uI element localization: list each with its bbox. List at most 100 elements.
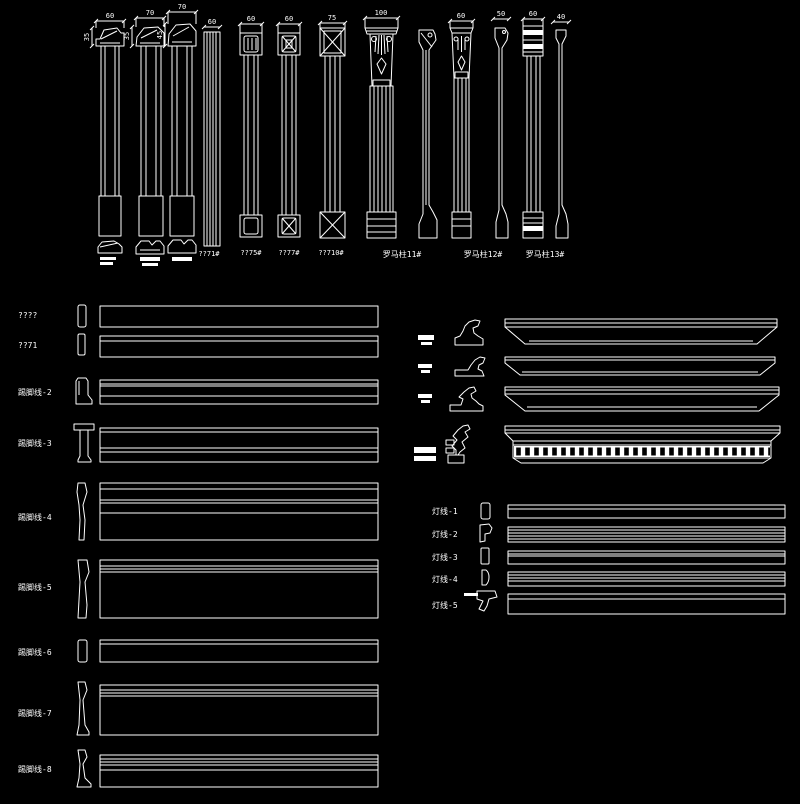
roman-column-11-label: 罗马柱11# <box>383 249 422 259</box>
pilaster-3-drawing: 70 45 <box>156 3 199 261</box>
skirting-row-2-strip <box>99 335 379 358</box>
roman-column-13-front-drawing: 60 罗马柱13# <box>520 10 565 259</box>
column-5-width-dim: 60 <box>247 15 255 23</box>
lamp-row-5: 灯线-5 <box>432 590 786 615</box>
lamp-row-2-profile <box>479 523 493 543</box>
skirting-row-8: 踢脚线-7 <box>18 681 379 736</box>
pilaster-2-width-dim: 70 <box>146 9 154 17</box>
skirting-row-8-profile <box>76 681 90 736</box>
skirting-row-3-strip <box>99 379 379 405</box>
crown-row-4 <box>414 424 781 464</box>
skirting-row-3: 踢脚线-2 <box>18 377 379 405</box>
roman-column-12-side-dim: 50 <box>497 10 505 18</box>
skirting-row-5: 踢脚线-4 <box>18 482 379 541</box>
lamp-row-4: 灯线-4 <box>432 569 786 587</box>
skirting-row-4-strip <box>99 427 379 463</box>
lamp-row-3: 灯线-3 <box>432 547 786 565</box>
crown-row-3 <box>418 386 780 412</box>
crown-row-1-profile <box>454 319 484 346</box>
roman-column-13-width-dim: 60 <box>529 10 537 18</box>
skirting-row-7-profile <box>77 639 88 663</box>
skirting-row-1: ???? <box>18 304 379 328</box>
skirting-row-3-label: 踢脚线-2 <box>18 387 52 397</box>
crown-row-3-profile <box>449 386 484 412</box>
skirting-row-3-profile <box>75 377 93 405</box>
lamp-row-5-strip <box>507 593 786 615</box>
column-5-label: ??75# <box>240 249 262 257</box>
column-6-label: ??77# <box>278 249 300 257</box>
roman-column-11-front-drawing: 100 罗马柱11# <box>362 9 422 259</box>
skirting-row-6: 踢脚线-5 <box>18 559 379 619</box>
skirting-row-8-label: 踢脚线-7 <box>18 708 52 718</box>
lamp-row-3-strip <box>507 550 786 565</box>
roman-column-13-side-drawing: 40 <box>550 13 572 239</box>
skirting-row-9-strip <box>99 754 379 788</box>
pilaster-1-height-dim: 35 <box>83 33 91 41</box>
pilaster-2-drawing: 70 35 <box>123 9 167 266</box>
skirting-row-2-profile <box>77 333 86 356</box>
lamp-row-2-strip <box>507 526 786 543</box>
lamp-row-4-profile <box>481 569 490 586</box>
roman-column-12-front-drawing: 60 罗马柱12# <box>447 12 503 259</box>
lamp-row-4-strip <box>507 571 786 587</box>
roman-column-11-side-drawing <box>418 29 438 239</box>
crown-row-2-mark <box>418 364 432 368</box>
column-4-label: ??71# <box>198 250 220 258</box>
crown-row-1 <box>418 318 778 346</box>
column-6-width-dim: 60 <box>285 15 293 23</box>
lamp-row-1-label: 灯线-1 <box>432 506 458 516</box>
roman-column-12-width-dim: 60 <box>457 12 465 20</box>
column-4-width-dim: 60 <box>208 18 216 26</box>
skirting-row-5-label: 踢脚线-4 <box>18 512 52 522</box>
column-7-label: ??710# <box>318 249 344 257</box>
skirting-row-9-label: 踢脚线-8 <box>18 764 52 774</box>
skirting-row-4: 踢脚线-3 <box>18 423 379 463</box>
roman-column-12-label: 罗马柱12# <box>464 249 503 259</box>
column-7-width-dim: 75 <box>328 14 336 22</box>
pilaster-1-width-dim: 60 <box>106 12 114 20</box>
crown-row-3-front <box>504 386 780 412</box>
skirting-row-2-label: ??71 <box>18 341 37 350</box>
skirting-row-9-profile <box>76 749 92 788</box>
skirting-row-9: 踢脚线-8 <box>18 749 379 788</box>
skirting-row-5-profile <box>76 482 88 541</box>
pilaster-2-height-dim: 35 <box>123 32 131 40</box>
roman-column-12-side-drawing: 50 <box>490 10 512 239</box>
crown-row-2-profile <box>454 356 486 377</box>
skirting-row-4-label: 踢脚线-3 <box>18 438 52 448</box>
column-7-drawing: 75 ??710# <box>317 14 348 257</box>
lamp-row-2: 灯线-2 <box>432 523 786 543</box>
column-5-drawing: 60 ??75# <box>237 15 265 257</box>
lamp-row-3-label: 灯线-3 <box>432 552 458 562</box>
roman-column-13-side-dim: 40 <box>557 13 565 21</box>
roman-column-11-width-dim: 100 <box>375 9 388 17</box>
crown-row-4-mark <box>414 447 436 453</box>
skirting-row-7-strip <box>99 639 379 663</box>
crown-row-1-mark <box>418 335 434 340</box>
roman-column-13-label: 罗马柱13# <box>526 249 565 259</box>
skirting-row-1-profile <box>77 304 87 328</box>
lamp-row-5-label: 灯线-5 <box>432 600 458 610</box>
skirting-row-6-strip <box>99 559 379 619</box>
pilaster-3-width-dim: 70 <box>178 3 186 11</box>
skirting-row-7-label: 踢脚线-6 <box>18 647 52 657</box>
skirting-row-6-label: 踢脚线-5 <box>18 582 52 592</box>
skirting-row-7: 踢脚线-6 <box>18 639 379 663</box>
lamp-row-1-profile <box>480 502 491 520</box>
crown-row-3-mark <box>418 394 432 398</box>
crown-row-2 <box>418 356 776 377</box>
lamp-row-1-strip <box>507 504 786 519</box>
skirting-row-5-strip <box>99 482 379 541</box>
skirting-row-6-profile <box>77 559 90 619</box>
lamp-row-3-profile <box>480 547 490 565</box>
column-4-drawing: 60 ??71# <box>198 18 223 258</box>
crown-row-2-front <box>504 356 776 376</box>
crown-row-4-front <box>504 425 781 464</box>
lamp-row-2-label: 灯线-2 <box>432 529 458 539</box>
skirting-row-1-label: ???? <box>18 311 37 320</box>
lamp-row-5-profile <box>476 590 498 612</box>
column-6-drawing: 60 ??77# <box>275 15 303 257</box>
lamp-row-5-dash <box>464 593 478 596</box>
pilaster-3-height-dim: 45 <box>156 31 164 39</box>
